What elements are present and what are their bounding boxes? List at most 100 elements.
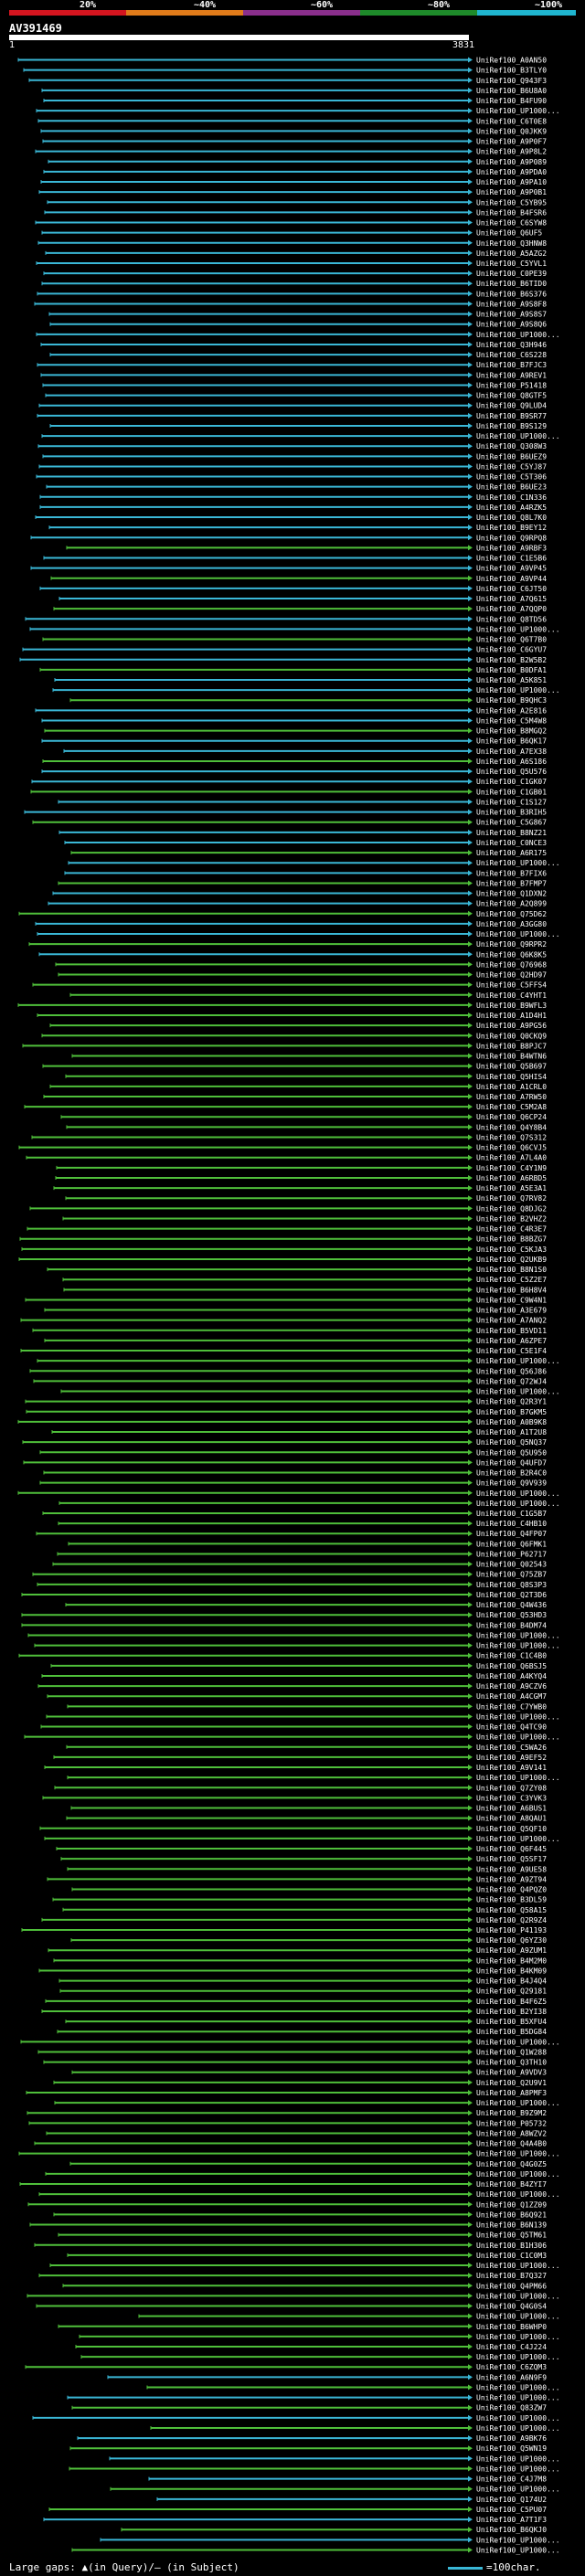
hit-label[interactable]: UniRef100_C6S228 — [476, 351, 547, 359]
hit-label[interactable]: UniRef100_Q5U576 — [476, 768, 547, 776]
hit-row[interactable]: UniRef100_C4J224 — [75, 2343, 547, 2351]
hit-label[interactable]: UniRef100_UP1000... — [476, 2099, 560, 2107]
hit-row[interactable]: UniRef100_C6SYW8 — [35, 219, 547, 228]
hit-label[interactable]: UniRef100_A9EF52 — [476, 1754, 547, 1762]
hit-row[interactable]: UniRef100_Q5TM61 — [58, 2231, 547, 2240]
hit-row[interactable]: UniRef100_A1D4H1 — [37, 1012, 547, 1020]
hit-row[interactable]: UniRef100_Q6BSJ5 — [50, 1662, 547, 1670]
hit-label[interactable]: UniRef100_Q6K8K5 — [476, 950, 547, 959]
hit-row[interactable]: UniRef100_B8N1S0 — [47, 1266, 547, 1274]
hit-row[interactable]: UniRef100_A7QQP0 — [53, 605, 547, 613]
hit-label[interactable]: UniRef100_B5DG84 — [476, 2028, 547, 2036]
hit-label[interactable]: UniRef100_A8PMF3 — [476, 2089, 547, 2097]
hit-row[interactable]: UniRef100_B1H306 — [34, 2242, 547, 2250]
hit-label[interactable]: UniRef100_C4HB10 — [476, 1520, 547, 1528]
hit-row[interactable]: UniRef100_A6BUS1 — [70, 1805, 547, 1813]
hit-label[interactable]: UniRef100_A9PG56 — [476, 1022, 547, 1030]
hit-row[interactable]: UniRef100_Q6CVJ5 — [18, 1144, 547, 1152]
hit-label[interactable]: UniRef100_C5YVL1 — [476, 260, 547, 268]
hit-label[interactable]: UniRef100_Q5B697 — [476, 1063, 547, 1071]
hit-label[interactable]: UniRef100_UP1000... — [476, 2536, 560, 2544]
hit-label[interactable]: UniRef100_B1H306 — [476, 2242, 547, 2250]
hit-label[interactable]: UniRef100_C9W4N1 — [476, 1296, 547, 1304]
hit-row[interactable]: UniRef100_A9BK76 — [77, 2434, 547, 2443]
hit-label[interactable]: UniRef100_A9ZT94 — [476, 1875, 547, 1883]
hit-row[interactable]: UniRef100_C6S228 — [49, 351, 547, 359]
hit-row[interactable]: UniRef100_A9UE58 — [67, 1865, 547, 1873]
hit-label[interactable]: UniRef100_Q4G0S4 — [476, 2303, 547, 2311]
hit-row[interactable]: UniRef100_Q2U9V1 — [53, 2079, 547, 2087]
hit-label[interactable]: UniRef100_UP1000... — [476, 2414, 560, 2422]
hit-label[interactable]: UniRef100_Q6YZ30 — [476, 1936, 547, 1945]
hit-label[interactable]: UniRef100_A3E679 — [476, 1307, 547, 1315]
hit-row[interactable]: UniRef100_Q2T3D6 — [21, 1591, 547, 1599]
hit-row[interactable]: UniRef100_A9S8S7 — [48, 311, 547, 319]
hit-row[interactable]: UniRef100_A3GG80 — [35, 920, 547, 928]
hit-row[interactable]: UniRef100_C0NCE3 — [64, 839, 547, 847]
hit-row[interactable]: UniRef100_Q8TD56 — [25, 615, 547, 623]
hit-label[interactable]: UniRef100_UP1000... — [476, 1774, 560, 1782]
hit-label[interactable]: UniRef100_C4R3E7 — [476, 1225, 547, 1234]
hit-label[interactable]: UniRef100_A9P0F7 — [476, 138, 547, 146]
hit-row[interactable]: UniRef100_A9EF52 — [53, 1754, 547, 1762]
hit-label[interactable]: UniRef100_A8QAU1 — [476, 1815, 547, 1823]
hit-row[interactable]: UniRef100_Q308W3 — [37, 442, 547, 451]
hit-label[interactable]: UniRef100_Q4G0Z5 — [476, 2160, 547, 2168]
hit-label[interactable]: UniRef100_UP1000... — [476, 2486, 560, 2494]
hit-label[interactable]: UniRef100_A6ZPE7 — [476, 1337, 547, 1345]
hit-row[interactable]: UniRef100_B9SR77 — [37, 412, 547, 420]
hit-row[interactable]: UniRef100_A4CGM7 — [47, 1692, 547, 1701]
hit-label[interactable]: UniRef100_C5E1F4 — [476, 1347, 547, 1355]
hit-label[interactable]: UniRef100_Q5QF10 — [476, 1825, 547, 1833]
hit-label[interactable]: UniRef100_Q2R3Y1 — [476, 1398, 547, 1406]
hit-row[interactable]: UniRef100_B5XFU4 — [65, 2018, 547, 2026]
hit-label[interactable]: UniRef100_A9P0B1 — [476, 188, 547, 196]
hit-row[interactable]: UniRef100_C5KJA3 — [21, 1246, 547, 1254]
hit-label[interactable]: UniRef100_A6RBD5 — [476, 1174, 547, 1182]
hit-label[interactable]: UniRef100_UP1000... — [476, 107, 560, 115]
hit-row[interactable]: UniRef100_Q5NQ37 — [22, 1438, 547, 1447]
hit-row[interactable]: UniRef100_B9EY12 — [48, 524, 547, 532]
hit-row[interactable]: UniRef100_B2R4C0 — [43, 1469, 547, 1478]
hit-row[interactable]: UniRef100_C5PU07 — [48, 2506, 547, 2514]
hit-row[interactable]: UniRef100_B6QK17 — [41, 737, 547, 746]
hit-row[interactable]: UniRef100_B0DFA1 — [39, 666, 547, 674]
hit-label[interactable]: UniRef100_B4M2M0 — [476, 1956, 547, 1965]
hit-row[interactable]: UniRef100_B6QKJ0 — [121, 2526, 547, 2534]
hit-label[interactable]: UniRef100_Q29181 — [476, 1988, 547, 1996]
hit-row[interactable]: UniRef100_UP1000... — [109, 2454, 560, 2463]
hit-label[interactable]: UniRef100_A5AZG2 — [476, 249, 547, 258]
hit-row[interactable]: UniRef100_C5M4W8 — [41, 716, 547, 725]
hit-label[interactable]: UniRef100_B6Q921 — [476, 2210, 547, 2219]
hit-label[interactable]: UniRef100_B4J4Q4 — [476, 1977, 547, 1986]
hit-row[interactable]: UniRef100_A6R175 — [70, 849, 547, 857]
hit-label[interactable]: UniRef100_Q8S3P3 — [476, 1581, 547, 1589]
hit-row[interactable]: UniRef100_C5Z2E7 — [62, 1276, 547, 1284]
hit-row[interactable]: UniRef100_C4YHT1 — [69, 991, 547, 1000]
hit-row[interactable]: UniRef100_B5DG84 — [57, 2028, 547, 2036]
hit-label[interactable]: UniRef100_A7RW50 — [476, 1093, 547, 1101]
hit-label[interactable]: UniRef100_Q943F3 — [476, 77, 547, 85]
hit-label[interactable]: UniRef100_UP1000... — [476, 2038, 560, 2046]
hit-label[interactable]: UniRef100_C1G5B7 — [476, 1510, 547, 1518]
hit-row[interactable]: UniRef100_A9ZUM1 — [48, 1946, 547, 1955]
hit-label[interactable]: UniRef100_B7Q327 — [476, 2272, 547, 2280]
hit-row[interactable]: UniRef100_A9ZT94 — [47, 1875, 547, 1883]
hit-label[interactable]: UniRef100_C5YJ87 — [476, 462, 547, 471]
hit-label[interactable]: UniRef100_C5FFS4 — [476, 981, 547, 990]
hit-row[interactable]: UniRef100_C1S127 — [58, 798, 547, 806]
hit-label[interactable]: UniRef100_C5G867 — [476, 819, 547, 827]
hit-label[interactable]: UniRef100_Q4Y8B4 — [476, 1123, 547, 1131]
hit-row[interactable]: UniRef100_C1N336 — [39, 493, 547, 502]
hit-label[interactable]: UniRef100_B5VD11 — [476, 1327, 547, 1335]
hit-row[interactable]: UniRef100_Q5HIS4 — [65, 1073, 547, 1081]
hit-label[interactable]: UniRef100_A9PA10 — [476, 178, 547, 186]
hit-label[interactable]: UniRef100_A9RBF3 — [476, 544, 547, 552]
hit-label[interactable]: UniRef100_A9V141 — [476, 1764, 547, 1772]
hit-label[interactable]: UniRef100_Q5NQ37 — [476, 1438, 547, 1447]
hit-row[interactable]: UniRef100_C4J7M8 — [148, 2475, 547, 2484]
hit-row[interactable]: UniRef100_Q2R9Z4 — [41, 1916, 547, 1924]
hit-label[interactable]: UniRef100_B6UE23 — [476, 483, 547, 492]
hit-row[interactable]: UniRef100_A9RBF3 — [66, 544, 547, 552]
hit-row[interactable]: UniRef100_UP1000... — [67, 1774, 560, 1782]
